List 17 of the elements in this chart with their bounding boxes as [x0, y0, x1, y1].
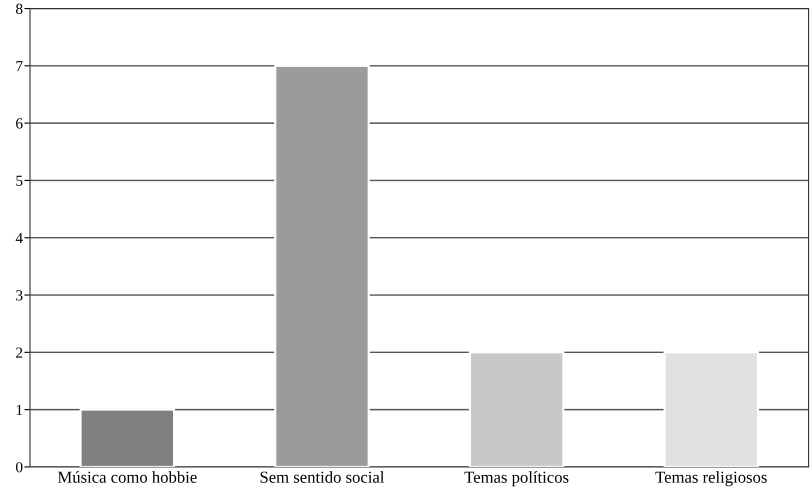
y-tick-label: 1	[16, 404, 22, 415]
y-tick-label: 7	[16, 61, 23, 72]
x-tick-label: Temas religiosos	[655, 471, 767, 486]
x-tick-label: Sem sentido social	[260, 471, 384, 483]
y-tick-label: 5	[16, 176, 22, 186]
bar	[80, 408, 176, 467]
x-tick-label: Música como hobbie	[58, 471, 197, 483]
y-tick-label: 3	[16, 290, 22, 300]
bar	[468, 351, 564, 467]
x-tick-label: Temas políticos	[464, 471, 568, 486]
y-tick-label: 8	[16, 4, 22, 14]
y-tick-label: 4	[16, 232, 23, 244]
bar	[274, 64, 370, 467]
y-tick-label: 0	[16, 462, 22, 472]
y-tick-label: 6	[16, 118, 23, 129]
y-tick-label: 2	[16, 348, 22, 358]
bar	[663, 351, 760, 467]
